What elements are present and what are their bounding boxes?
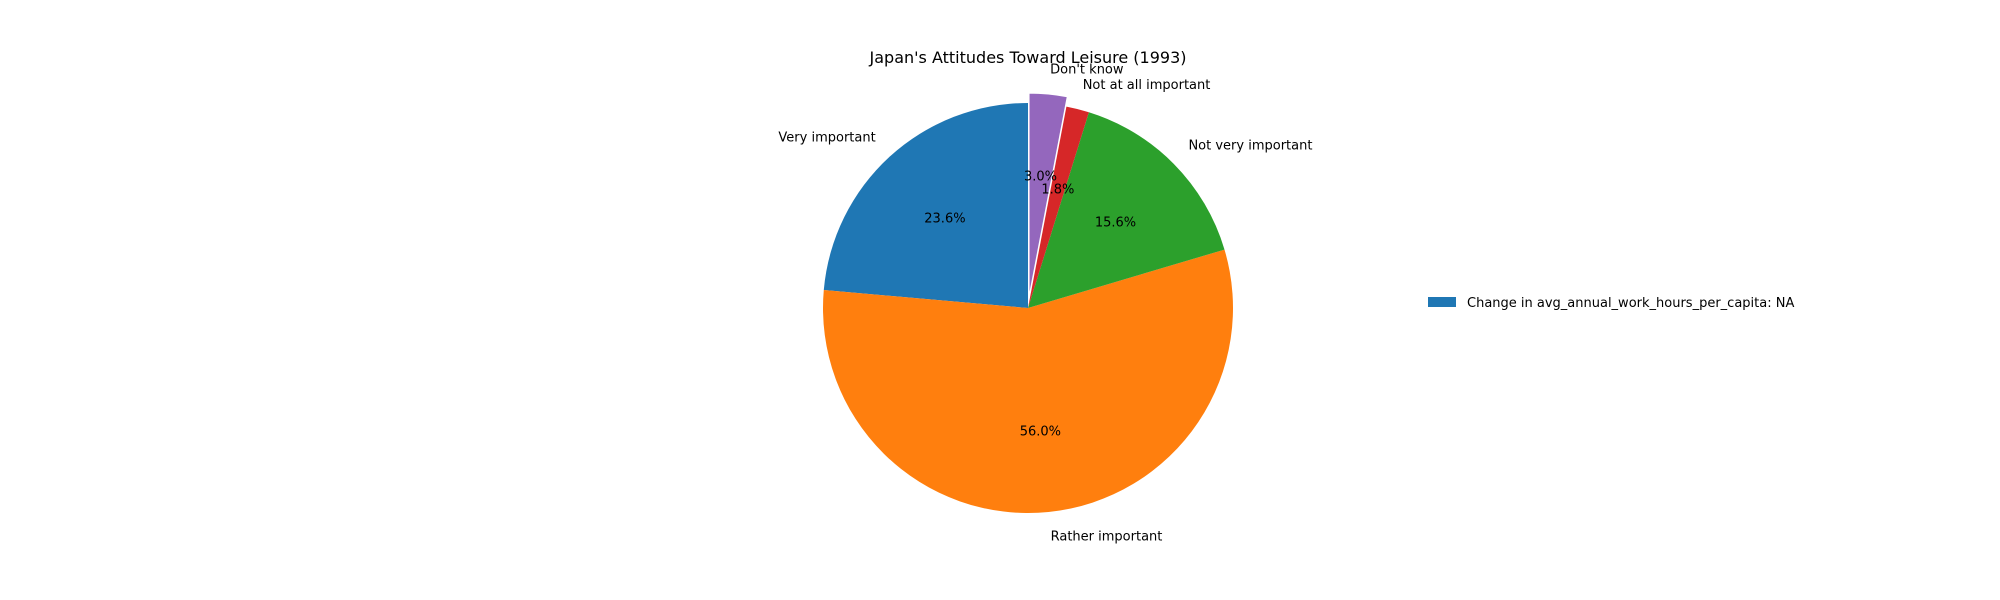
pie-slice-0: [823, 103, 1028, 308]
pie-slice-2: [1028, 112, 1225, 308]
pie-slice-4: [1028, 92, 1069, 299]
slice-label-1: Rather important: [1051, 529, 1163, 544]
slice-label-4: Don't know: [1050, 63, 1124, 78]
slice-label-0: Very important: [778, 131, 875, 146]
slice-label-3: Not at all important: [1083, 78, 1211, 93]
legend-label: Change in avg_annual_work_hours_per_capi…: [1467, 296, 1794, 311]
pie-slices: [823, 92, 1233, 513]
slice-percent-4: 3.0%: [1024, 170, 1057, 185]
chart-title: Japan's Attitudes Toward Leisure (1993): [869, 48, 1187, 67]
legend-swatch: [1428, 297, 1456, 307]
pie-labels: Very important 23.6% Rather important 56.0%…: [778, 63, 1312, 545]
pie-slice-1: [823, 249, 1233, 513]
slice-percent-0: 23.6%: [924, 211, 965, 226]
slice-percent-3: 1.8%: [1041, 183, 1074, 198]
pie-slice-3: [1028, 106, 1089, 309]
legend: Change in avg_annual_work_hours_per_capi…: [1428, 296, 1794, 311]
slice-percent-2: 15.6%: [1095, 216, 1136, 231]
slice-percent-1: 56.0%: [1020, 424, 1061, 439]
slice-label-2: Not very important: [1188, 139, 1312, 154]
